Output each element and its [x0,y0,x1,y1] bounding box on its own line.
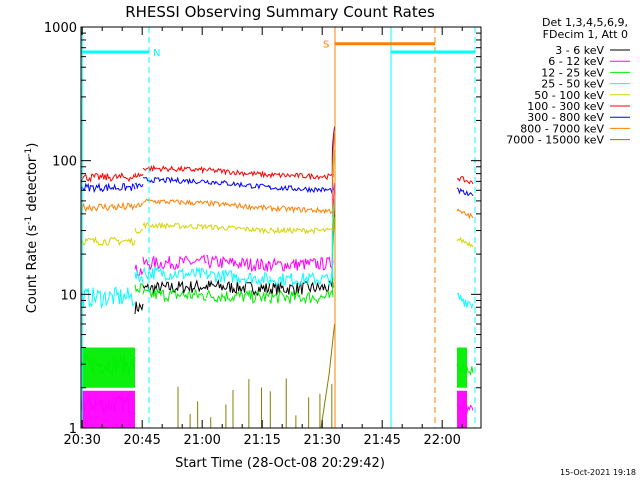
series-trace [80,236,136,246]
legend-entry-label: 100 - 300 keV [527,100,604,113]
series-trace [205,278,271,297]
series-trace [269,289,334,305]
series-trace [269,256,334,272]
y-axis-label-sup1: -1 [24,216,34,225]
x-axis: 20:30 20:45 21:00 21:15 21:30 21:45 22:00 [63,27,463,448]
x-tick-label: 20:45 [123,433,160,448]
series-trace [142,265,207,282]
series-rise [331,130,336,212]
series-trace [269,280,334,296]
series-trace [80,201,136,213]
series-trace [142,176,207,185]
low-count-block [82,390,135,428]
legend-entry-label: 50 - 100 keV [534,89,604,102]
series-trace [142,164,207,175]
series-trace [134,301,144,315]
x-tick-label: 21:30 [303,433,340,448]
series-trace [205,200,270,212]
series-trace [134,227,144,234]
series-trace [205,179,271,190]
x-tick-label: 22:00 [423,433,460,448]
x-axis-label: Start Time (28-Oct-08 20:29:42) [175,456,385,471]
series-trace [142,221,207,231]
series-trace [269,185,334,195]
legend-entry-label: 7000 - 15000 keV [506,134,604,147]
plot-frame [80,26,482,429]
flag-label: N [153,48,160,59]
series-trace [456,208,474,220]
low-count-block [82,347,135,388]
legend-entry-label: 300 - 800 keV [527,111,604,124]
y-axis-label-mid: detector [25,156,40,216]
legend-header: FDecim 1, Att 0 [543,28,628,41]
series-trace [456,187,474,197]
legend-entry-label: 3 - 6 keV [555,44,604,57]
series-trace [456,292,474,310]
series-trace [269,171,334,181]
series-trace [206,223,271,235]
y-axis-label-main: Count Rate (s [25,225,40,314]
series-rise [331,198,336,280]
series-trace [142,254,207,271]
x-tick-label: 21:15 [243,433,280,448]
y-axis-label-end: ) [25,143,40,148]
y-axis: 1 10 100 1000 [44,21,481,437]
series-trace [205,289,271,304]
series-trace [456,175,474,185]
footer-timestamp: 15-Oct-2021 19:18 [560,468,636,477]
y-tick-label: 100 [52,155,77,170]
legend-entry-label: 25 - 50 keV [541,78,604,91]
series-trace [206,255,271,273]
y-axis-label-sup2: -1 [24,148,34,157]
y-tick-label: 1 [69,422,77,437]
series-trace [134,264,144,277]
legend-header: Det 1,3,4,5,6,9, [542,16,628,29]
series-trace [134,202,144,209]
series-trace [206,167,270,179]
series-trace [456,236,474,248]
legend-entry-label: 6 - 12 keV [548,55,604,68]
low-count-block [457,347,467,388]
x-tick-label: 21:00 [183,433,220,448]
chart-title: RHESSI Observing Summary Count Rates [125,3,435,21]
series-trace [142,279,207,295]
y-axis-label: Count Rate (s-1 detector-1) [24,143,40,314]
y-tick-label: 1000 [44,21,77,36]
series-trace [80,172,136,183]
series-trace [80,286,136,309]
legend-entry-label: 800 - 7000 keV [520,122,604,135]
legend: Det 1,3,4,5,6,9,FDecim 1, Att 0 3 - 6 keV… [506,16,630,147]
series-trace [142,286,207,303]
legend-entry-label: 12 - 25 keV [541,66,604,79]
x-tick-label: 20:30 [63,433,100,448]
series-trace [269,226,334,235]
series-trace [134,182,144,190]
x-tick-label: 21:45 [363,433,400,448]
series-trace [134,283,144,293]
series-trace [134,172,144,178]
low-count-block [457,390,467,428]
plot-area: NS [80,27,476,429]
series-trace [205,269,271,287]
series-trace [142,198,207,206]
series-trace [269,271,334,287]
flag-label: S [323,40,329,51]
series-trace [80,182,136,194]
high-energy-rise [320,323,336,429]
series-trace [134,270,144,284]
y-tick-label: 10 [60,288,77,303]
series-trace [269,204,334,215]
